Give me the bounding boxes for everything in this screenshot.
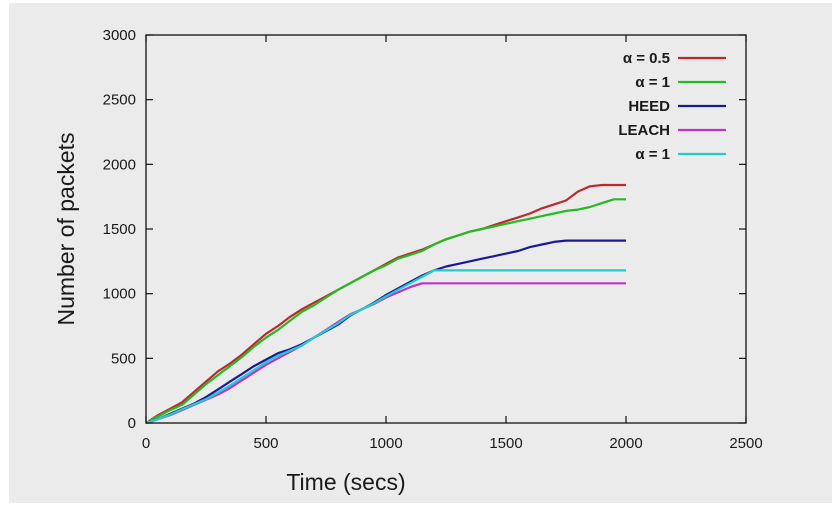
legend-label-5: α = 1: [635, 146, 670, 163]
series-line-1: [145, 183, 626, 424]
y-tick-label: 3000: [103, 27, 136, 44]
series-line-5: [145, 269, 626, 425]
legend-label-1: α = 0.5: [623, 50, 670, 67]
x-tick-label: 1500: [489, 435, 522, 452]
series-line-2: [145, 198, 626, 424]
legend-label-4: LEACH: [618, 122, 670, 139]
x-tick-label: 500: [253, 435, 278, 452]
y-tick-label: 2500: [103, 92, 136, 109]
y-tick-label: 500: [111, 350, 136, 367]
y-tick-label: 0: [128, 415, 136, 432]
y-axis-label: Number of packets: [53, 132, 79, 325]
legend-label-3: HEED: [628, 98, 670, 115]
plot-area: [145, 34, 747, 424]
series-line-4: [145, 282, 626, 425]
series-line-3: [145, 239, 626, 425]
x-tick-label: 0: [142, 435, 150, 452]
legend-label-2: α = 1: [635, 74, 670, 91]
x-tick-label: 2500: [729, 435, 762, 452]
y-tick-label: 1500: [103, 221, 136, 238]
x-tick-label: 1000: [369, 435, 402, 452]
y-tick-label: 1000: [103, 286, 136, 303]
x-tick-label: 2000: [609, 435, 642, 452]
x-axis-label: Time (secs): [286, 469, 405, 495]
y-tick-label: 2000: [103, 156, 136, 173]
